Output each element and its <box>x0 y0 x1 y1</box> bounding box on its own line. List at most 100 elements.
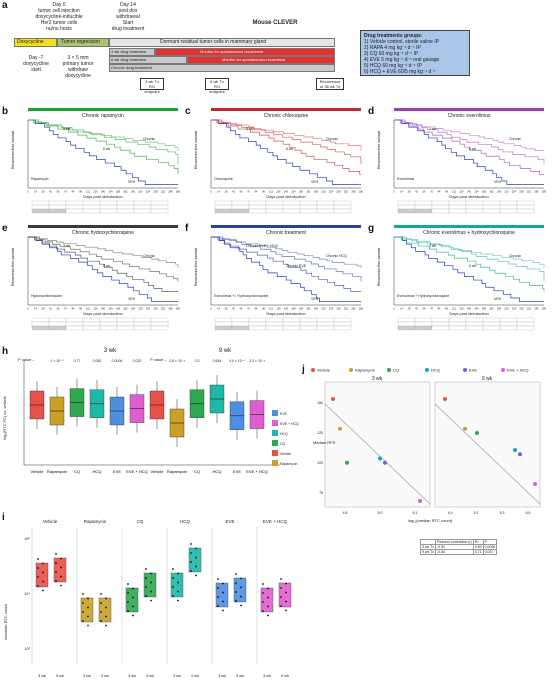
km-ylabel: Recurrence-free survival <box>377 248 381 286</box>
i-box <box>126 588 138 612</box>
i-dot <box>190 552 192 554</box>
j-point <box>513 448 517 452</box>
i-xtick: 3 wk <box>173 674 181 678</box>
j-legend-label: EVE <box>469 368 477 373</box>
km-stats-cell <box>266 209 283 213</box>
km-xtick: 140 <box>101 308 106 311</box>
km-stats-cell <box>432 205 449 209</box>
km-xtick: 238 <box>153 191 158 194</box>
km-xtick: 98 <box>262 191 265 194</box>
km-title-bar <box>28 108 178 111</box>
km-stats-cell <box>83 205 100 209</box>
i-xtick: 3 wk <box>83 674 91 678</box>
km-stats-cell <box>49 322 66 326</box>
i-box <box>99 598 111 622</box>
km-stats-cell <box>32 209 49 213</box>
i-dot <box>240 587 242 589</box>
km-stats-cell <box>398 209 415 213</box>
i-box <box>36 563 48 587</box>
j-panel-title: 3 wk <box>372 376 383 382</box>
km-stats-cell <box>517 209 534 213</box>
km-stats-cell <box>49 205 66 209</box>
i-dot <box>132 588 134 590</box>
h-pvalue: 1 × 10⁻⁵ <box>50 359 64 363</box>
h-pvalue: 0.644 <box>213 359 222 363</box>
km-xtick: 112 <box>86 191 91 194</box>
km-stats-cell <box>232 322 249 326</box>
km-title: Chronic chloroquine <box>264 113 309 119</box>
i-box <box>144 573 156 597</box>
km-xtick: 154 <box>291 308 296 311</box>
km-xtick: 252 <box>527 191 532 194</box>
i-dot <box>60 558 62 560</box>
i-dot <box>172 586 174 588</box>
km-xtick: 154 <box>291 191 296 194</box>
km-stats-cell <box>500 326 517 330</box>
j-legend-dot <box>501 368 505 372</box>
km-curve-label: 6 wk <box>469 264 476 268</box>
i-dot <box>262 592 264 594</box>
km-xtick: 238 <box>336 191 341 194</box>
j-td: 0.83 <box>473 545 483 550</box>
km-stats-cell <box>415 205 432 209</box>
km-plot-c: Chronic chloroquineRecurrence-free survi… <box>191 108 367 220</box>
km-stats-cell <box>266 322 283 326</box>
treat3-label: 3 wk drug treatment <box>111 49 146 54</box>
km-stats-cell <box>32 318 49 322</box>
km-xtick: 238 <box>336 308 341 311</box>
km-title: Chronic everolimus <box>448 113 491 119</box>
km-title: Chronic everolimus + hydroxychloroquine <box>423 230 515 236</box>
km-stats-cell <box>398 318 415 322</box>
i-dot <box>100 602 102 604</box>
h-xtick: Rapamycin <box>47 469 67 474</box>
km-ylabel: Recurrence-free survival <box>11 248 15 286</box>
km-xtick: 84 <box>438 308 441 311</box>
km-xtick: 182 <box>123 308 128 311</box>
km-xtick: 112 <box>452 191 457 194</box>
km-xtick: 196 <box>497 191 502 194</box>
km-stats-cell <box>232 318 249 322</box>
j-xtick: 5.1 <box>474 511 479 515</box>
km-xtick: 56 <box>423 191 426 194</box>
i-dot <box>280 587 282 589</box>
km-xtick: 42 <box>49 191 52 194</box>
dormant-label: Dormant residual tumor cells in mammary … <box>160 39 266 45</box>
km-xtick: 28 <box>408 191 411 194</box>
km-xtick: 70 <box>430 308 433 311</box>
km-stats-cell <box>83 209 100 213</box>
km-stats-cell <box>215 322 232 326</box>
km-stats-cell <box>83 322 100 326</box>
km-stats-cell <box>466 201 483 205</box>
i-dot <box>267 597 269 599</box>
km-xlabel: Days post deinduction <box>449 194 488 199</box>
km-stats-cell <box>483 322 500 326</box>
km-stats-cell <box>32 322 49 326</box>
km-stats-cell <box>249 326 266 330</box>
h-xtick: Rapamycin <box>167 469 187 474</box>
j-scatter-svg: Vehicle Rapamycin CQ HCQ EVE EVE + HCQ3 wk 9 w… <box>305 364 553 534</box>
km-xlabel: Days post deinduction <box>83 194 122 199</box>
i-dot <box>262 583 264 585</box>
km-xtick: 252 <box>344 191 349 194</box>
km-xtick: 28 <box>42 191 45 194</box>
km-stats-cell <box>32 205 49 209</box>
km-stats-cell <box>32 201 49 205</box>
km-ylabel: Recurrence-free survival <box>377 131 381 169</box>
j-th: Pearson correlation (r) <box>436 540 474 545</box>
i-dot <box>240 605 242 607</box>
km-stats-cell <box>283 205 300 209</box>
km-xtick: 98 <box>445 308 448 311</box>
km-stats-cell <box>215 209 232 213</box>
km-stats-cell <box>398 205 415 209</box>
km-xtick: 112 <box>452 308 457 311</box>
km-xtick: 224 <box>512 308 517 311</box>
km-xtick: 42 <box>232 308 235 311</box>
km-stats-cell <box>117 326 134 330</box>
km-xtick: 140 <box>284 308 289 311</box>
i-dot <box>217 587 219 589</box>
km-stats-cell <box>249 201 266 205</box>
i-dot <box>127 610 129 612</box>
chronic-label: Chronic drug treatment <box>111 65 152 70</box>
i-dot <box>235 582 237 584</box>
km-stats-cell <box>432 322 449 326</box>
